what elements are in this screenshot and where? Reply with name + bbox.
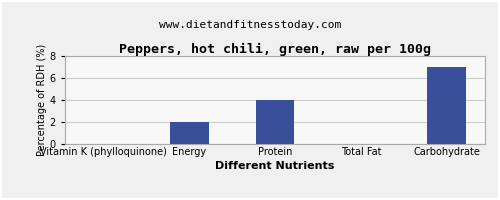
Bar (170, 122, 208, 144)
X-axis label: Different Nutrients: Different Nutrients (216, 161, 334, 171)
Bar (256, 100, 294, 144)
Bar (428, 67, 466, 144)
Y-axis label: Percentage of RDH (%): Percentage of RDH (%) (37, 44, 47, 156)
Text: www.dietandfitnesstoday.com: www.dietandfitnesstoday.com (159, 20, 341, 30)
Title: Peppers, hot chili, green, raw per 100g: Peppers, hot chili, green, raw per 100g (119, 43, 431, 56)
